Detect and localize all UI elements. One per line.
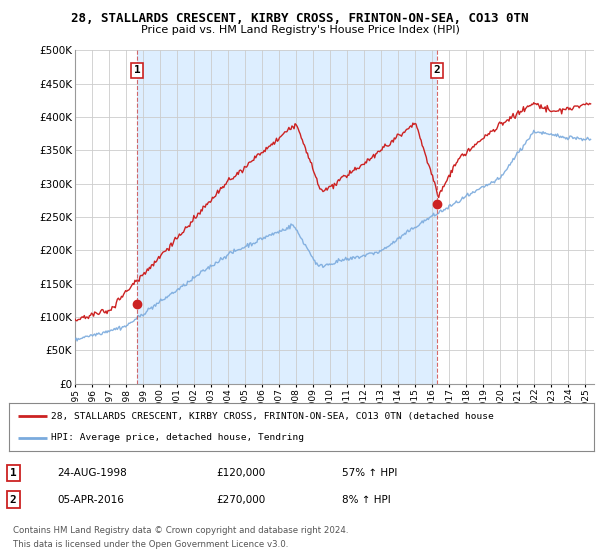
Text: 1: 1: [134, 66, 140, 76]
Text: 28, STALLARDS CRESCENT, KIRBY CROSS, FRINTON-ON-SEA, CO13 0TN (detached house: 28, STALLARDS CRESCENT, KIRBY CROSS, FRI…: [51, 412, 494, 421]
Text: 1: 1: [10, 468, 17, 478]
Text: 05-APR-2016: 05-APR-2016: [57, 494, 124, 505]
Text: 2: 2: [434, 66, 440, 76]
Text: 2: 2: [10, 494, 17, 505]
Text: £120,000: £120,000: [216, 468, 265, 478]
Text: 28, STALLARDS CRESCENT, KIRBY CROSS, FRINTON-ON-SEA, CO13 0TN: 28, STALLARDS CRESCENT, KIRBY CROSS, FRI…: [71, 12, 529, 25]
Text: £270,000: £270,000: [216, 494, 265, 505]
Text: 8% ↑ HPI: 8% ↑ HPI: [342, 494, 391, 505]
Bar: [137, 50, 437, 384]
Text: 57% ↑ HPI: 57% ↑ HPI: [342, 468, 397, 478]
Text: Contains HM Land Registry data © Crown copyright and database right 2024.: Contains HM Land Registry data © Crown c…: [13, 526, 349, 535]
Text: HPI: Average price, detached house, Tendring: HPI: Average price, detached house, Tend…: [51, 433, 304, 442]
Text: 24-AUG-1998: 24-AUG-1998: [57, 468, 127, 478]
Text: Price paid vs. HM Land Registry's House Price Index (HPI): Price paid vs. HM Land Registry's House …: [140, 25, 460, 35]
Text: This data is licensed under the Open Government Licence v3.0.: This data is licensed under the Open Gov…: [13, 540, 289, 549]
